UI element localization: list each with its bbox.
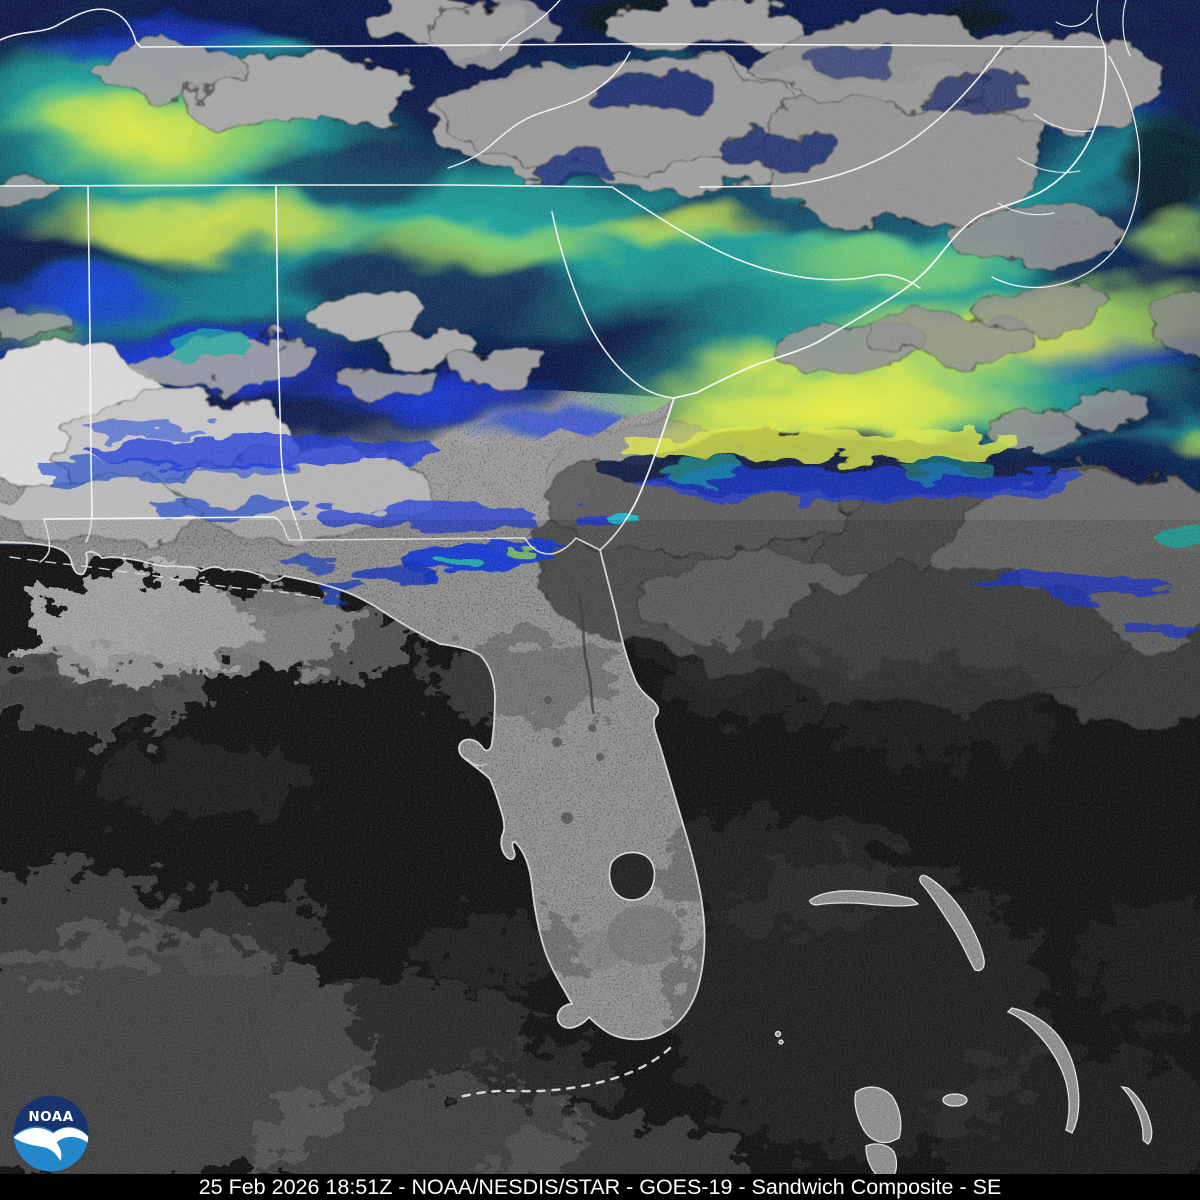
film-grain-shadow-overlay: [0, 520, 1200, 1174]
noaa-logo-text: NOAA: [28, 1109, 73, 1125]
caption-text: 25 Feb 2026 18:51Z - NOAA/NESDIS/STAR - …: [199, 1175, 1002, 1199]
noaa-seagull-icon: [13, 1127, 89, 1161]
caption-bar: 25 Feb 2026 18:51Z - NOAA/NESDIS/STAR - …: [0, 1174, 1200, 1200]
noaa-logo: NOAA: [13, 1095, 89, 1172]
caption-bar-background: [0, 1174, 1200, 1200]
noaa-logo-top-half: [13, 1095, 89, 1136]
